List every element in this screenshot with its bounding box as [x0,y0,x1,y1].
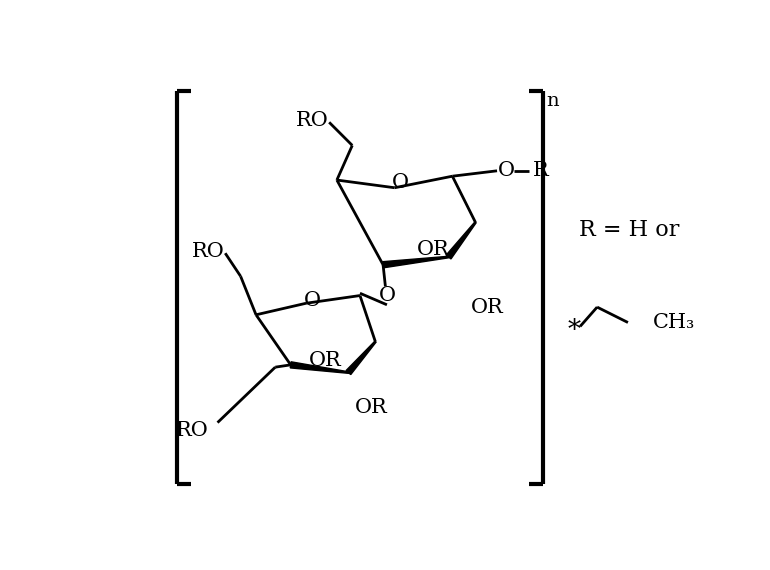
Text: RO: RO [176,421,209,440]
Text: O: O [392,173,410,192]
Text: OR: OR [470,298,504,316]
Text: OR: OR [355,398,388,417]
Text: RO: RO [296,111,329,131]
Polygon shape [446,222,476,259]
Text: O: O [303,291,321,311]
Text: CH₃: CH₃ [652,313,695,332]
Text: *: * [567,317,581,343]
Text: O: O [497,161,515,180]
Text: R = H or: R = H or [579,219,680,241]
Text: RO: RO [192,242,225,261]
Polygon shape [346,341,376,374]
Text: O: O [378,286,396,305]
Text: OR: OR [309,352,342,370]
Text: n: n [546,92,559,110]
Text: OR: OR [417,240,450,259]
Polygon shape [290,362,349,373]
Polygon shape [383,256,449,268]
Text: R: R [533,161,549,180]
